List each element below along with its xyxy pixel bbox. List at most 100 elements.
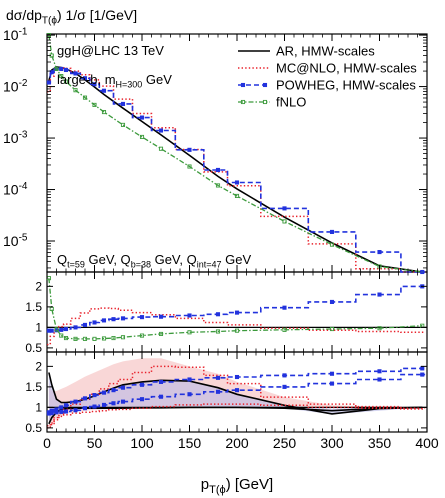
point-fnlo — [73, 336, 78, 341]
point-powheg — [46, 80, 51, 85]
point-powheg — [215, 312, 221, 317]
point-powheg — [73, 71, 78, 76]
point-powheg — [329, 229, 335, 234]
y-tick-label: 1 — [35, 400, 42, 414]
point-powheg — [329, 371, 335, 376]
point-fnlo — [120, 122, 126, 127]
point-powheg — [234, 374, 240, 380]
point-powheg — [92, 393, 97, 398]
y-tick-label: 0.5 — [25, 341, 42, 355]
y-tick-label: 1.5 — [25, 300, 42, 314]
point-powheg — [158, 379, 164, 384]
point-fnlo — [187, 164, 192, 169]
point-fnlo — [73, 88, 78, 93]
point-powheg — [92, 320, 97, 325]
point-powheg — [139, 382, 145, 387]
point-fnlo — [101, 336, 107, 341]
x-axis-label: pT(ϕ​) [GeV] — [201, 476, 273, 496]
process-annotation: ggH@LHC 13 TeV — [57, 43, 164, 58]
point-powheg — [120, 399, 126, 404]
x-tick-label: 200 — [225, 435, 249, 451]
point-powheg — [329, 299, 335, 304]
point-fnlo — [54, 327, 59, 332]
point-fnlo — [158, 331, 164, 336]
legend: AR, HMW-scales MC@NLO, HMW-scales POWHEG, … — [238, 44, 417, 110]
series-mcatnlo-ratio-bands-3 — [47, 403, 426, 429]
point-powheg — [234, 388, 240, 393]
point-fnlo — [329, 326, 335, 332]
series-ar-main-0 — [48, 66, 423, 273]
legend-marker — [262, 82, 268, 88]
point-powheg — [49, 328, 54, 333]
point-fnlo — [59, 74, 64, 79]
y-tick-label: 2 — [35, 359, 42, 373]
point-powheg — [101, 88, 107, 93]
point-fnlo — [139, 134, 145, 140]
point-fnlo — [139, 333, 145, 338]
series-powheg-main-2 — [47, 68, 426, 273]
y-tick-label: 10-1​ — [3, 26, 28, 43]
y-tick-label: 10-5​ — [3, 232, 28, 249]
point-fnlo — [329, 242, 335, 247]
point-powheg — [111, 317, 116, 322]
point-fnlo — [377, 326, 382, 331]
point-powheg — [282, 206, 287, 211]
point-powheg — [158, 394, 164, 399]
y-tick-label: 10-3​ — [3, 129, 28, 146]
point-powheg — [139, 115, 145, 120]
legend-label-ar: AR, HMW-scales — [276, 44, 375, 59]
point-powheg — [59, 66, 64, 71]
scales-annotation: Qt=59​ GeV, Qb=38​ GeV, Qint=47​ GeV — [57, 252, 251, 269]
point-powheg — [111, 388, 116, 393]
point-fnlo — [63, 79, 69, 84]
point-fnlo — [187, 330, 192, 335]
point-powheg — [329, 381, 335, 386]
point-powheg — [101, 318, 107, 323]
point-powheg — [158, 314, 164, 319]
series-ar-ratio-bands-0 — [48, 372, 423, 415]
point-fnlo — [234, 193, 240, 199]
point-powheg — [101, 402, 107, 407]
point-powheg — [377, 377, 382, 382]
point-fnlo — [92, 336, 97, 341]
point-powheg — [63, 403, 69, 408]
point-powheg — [82, 406, 88, 411]
point-fnlo — [215, 329, 221, 334]
y-tick-label: 10-4​ — [3, 181, 28, 198]
point-powheg — [120, 316, 126, 321]
series-mcatnlo-ratio-central-1 — [47, 307, 426, 346]
point-powheg — [82, 396, 88, 401]
series-lines — [46, 33, 427, 429]
point-powheg — [92, 404, 97, 409]
point-powheg — [215, 167, 221, 173]
point-powheg — [187, 313, 192, 318]
point-powheg — [92, 82, 97, 87]
point-powheg — [63, 326, 69, 332]
point-powheg — [59, 405, 64, 410]
point-fnlo — [101, 109, 107, 115]
x-tick-label: 150 — [178, 435, 202, 451]
point-powheg — [49, 70, 54, 75]
point-powheg — [187, 147, 192, 152]
point-powheg — [82, 322, 88, 327]
legend-marker — [240, 82, 246, 88]
point-powheg — [120, 385, 126, 390]
scheme-annotation: large-b, mH=300​ GeV — [57, 72, 172, 89]
series-mcatnlo-main-1 — [47, 67, 426, 273]
series-fnlo-ratio-central-3 — [48, 278, 423, 340]
legend-label-powheg: POWHEG, HMW-scales — [276, 78, 416, 93]
point-powheg — [234, 180, 240, 185]
point-powheg — [82, 76, 88, 81]
point-powheg — [73, 408, 78, 413]
y-tick-label: 10-2​ — [3, 78, 28, 95]
point-powheg — [420, 372, 425, 377]
point-fnlo — [63, 336, 69, 341]
legend-marker — [262, 99, 268, 105]
x-tick-label: 100 — [130, 435, 154, 451]
series-powheg-ratio-central-2 — [47, 285, 426, 332]
point-powheg — [215, 389, 221, 394]
point-powheg — [215, 375, 221, 380]
point-powheg — [63, 67, 69, 73]
series-fnlo-main-3 — [48, 35, 423, 273]
